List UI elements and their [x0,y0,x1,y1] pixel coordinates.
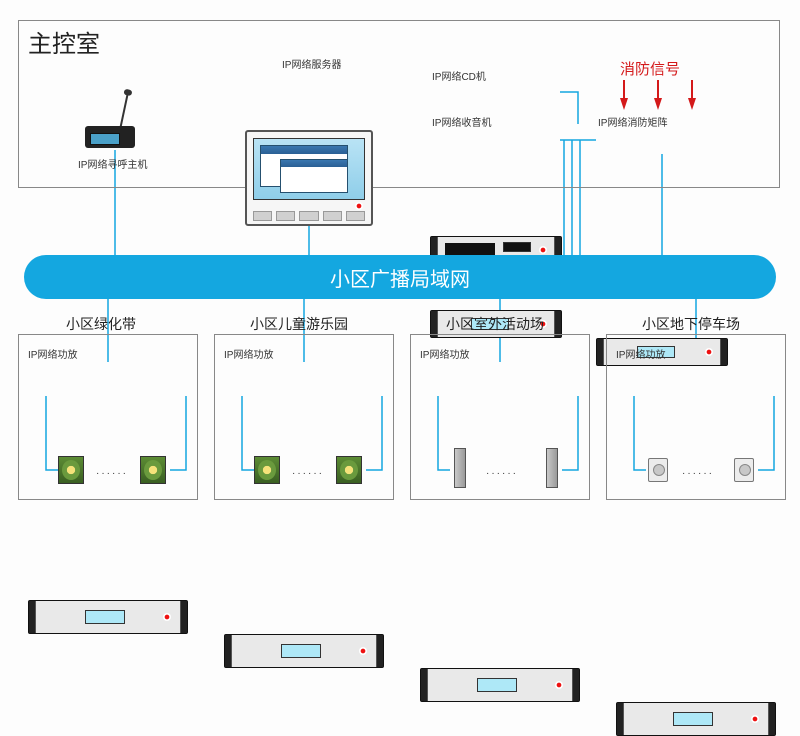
dots-icon: ······ [682,468,714,479]
paging-host-label: IP网络寻呼主机 [78,156,147,171]
zone-speaker-right-3 [734,458,754,487]
zone-speaker-right-0 [140,456,166,489]
server-device [245,130,373,226]
zone-amp-label-0: IP网络功放 [28,346,77,361]
zone-amp-2 [420,668,580,702]
network-lan-label: 小区广播局域网 [330,263,470,292]
zone-amp-1 [224,634,384,668]
zone-amp-label-1: IP网络功放 [224,346,273,361]
zone-speaker-right-2 [546,448,558,493]
cd-label: IP网络CD机 [432,68,486,83]
dots-icon: ······ [292,468,324,479]
zone-title-2: 小区室外活动场 [446,314,544,334]
zone-speaker-left-1 [254,456,280,489]
server-label: IP网络服务器 [282,56,341,71]
fire-signal-label: 消防信号 [620,58,680,79]
network-lan-bar: 小区广播局域网 [24,255,776,299]
zone-amp-label-3: IP网络功放 [616,346,665,361]
dots-icon: ······ [486,468,518,479]
zone-speaker-left-3 [648,458,668,487]
zone-amp-3 [616,702,776,736]
radio-label: IP网络收音机 [432,114,491,129]
zone-speaker-right-1 [336,456,362,489]
zone-amp-label-2: IP网络功放 [420,346,469,361]
zone-amp-0 [28,600,188,634]
zone-speaker-left-2 [454,448,466,493]
zone-title-1: 小区儿童游乐园 [250,314,348,334]
fire-matrix-label: IP网络消防矩阵 [598,114,667,129]
zone-title-0: 小区绿化带 [66,314,136,334]
paging-host-device [85,88,145,148]
zone-title-3: 小区地下停车场 [642,314,740,334]
control-room-title: 主控室 [28,24,100,59]
zone-speaker-left-0 [58,456,84,489]
dots-icon: ······ [96,468,128,479]
